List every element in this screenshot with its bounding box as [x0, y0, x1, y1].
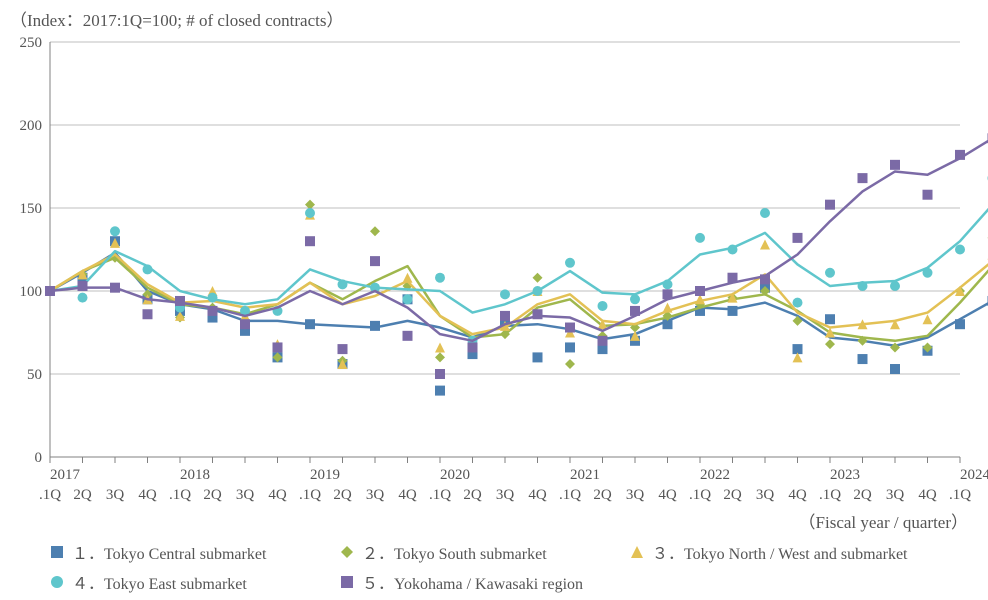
legend-item-s1: １．Tokyo Central submarket — [50, 540, 310, 564]
legend-item-s5: ５．Yokohama / Kawasaki region — [340, 570, 600, 594]
svg-text:4Q: 4Q — [918, 487, 937, 503]
svg-text:4Q: 4Q — [658, 487, 677, 503]
legend-item-s4: ４．Tokyo East submarket — [50, 570, 310, 594]
svg-text:2022: 2022 — [700, 467, 730, 483]
svg-text:0: 0 — [35, 450, 43, 466]
chart-container: （Index：2017:1Q=100; # of closed contract… — [0, 0, 988, 594]
svg-text:3Q: 3Q — [236, 487, 255, 503]
line-chart: 0 50 100 150 200 250 2017 .1Q 2Q 3Q 4Q 2018 .1Q 2Q 3Q 4… — [0, 0, 988, 594]
series-s3 — [45, 210, 988, 369]
svg-text:.1Q: .1Q — [39, 487, 61, 503]
svg-text:3Q: 3Q — [496, 487, 515, 503]
legend-label: １．Tokyo Central submarket — [72, 540, 266, 564]
triangle-icon — [630, 545, 644, 559]
svg-text:2Q: 2Q — [73, 487, 92, 503]
svg-text:2Q: 2Q — [333, 487, 352, 503]
svg-text:2018: 2018 — [180, 467, 210, 483]
series-s5 — [45, 133, 988, 379]
svg-text:3Q: 3Q — [366, 487, 385, 503]
svg-text:2024: 2024 — [960, 467, 988, 483]
svg-text:2Q: 2Q — [463, 487, 482, 503]
svg-text:2019: 2019 — [310, 467, 340, 483]
x-axis-title: （Fiscal year / quarter） — [799, 508, 968, 533]
svg-text:4Q: 4Q — [138, 487, 157, 503]
svg-text:.1Q: .1Q — [689, 487, 711, 503]
svg-text:2020: 2020 — [440, 467, 470, 483]
svg-text:2017: 2017 — [50, 467, 81, 483]
svg-text:.1Q: .1Q — [299, 487, 321, 503]
svg-text:150: 150 — [20, 201, 43, 217]
y-axis-title: （Index：2017:1Q=100; # of closed contract… — [10, 6, 343, 31]
legend-item-s3: ３．Tokyo North / West and submarket — [630, 540, 908, 564]
svg-text:4Q: 4Q — [398, 487, 417, 503]
svg-text:100: 100 — [20, 284, 43, 300]
svg-text:2023: 2023 — [830, 467, 860, 483]
svg-text:2021: 2021 — [570, 467, 600, 483]
diamond-icon — [340, 545, 354, 559]
svg-text:50: 50 — [27, 367, 42, 383]
svg-text:250: 250 — [20, 35, 43, 51]
svg-text:3Q: 3Q — [886, 487, 905, 503]
svg-text:.1Q: .1Q — [819, 487, 841, 503]
legend-label: ４．Tokyo East submarket — [72, 570, 247, 594]
square-icon — [50, 545, 64, 559]
svg-text:3Q: 3Q — [756, 487, 775, 503]
svg-text:4Q: 4Q — [528, 487, 547, 503]
svg-text:.1Q: .1Q — [559, 487, 581, 503]
svg-text:200: 200 — [20, 118, 43, 134]
svg-text:2Q: 2Q — [593, 487, 612, 503]
svg-text:4Q: 4Q — [268, 487, 287, 503]
legend-label: ３．Tokyo North / West and submarket — [652, 540, 908, 564]
svg-text:.1Q: .1Q — [949, 487, 971, 503]
svg-text:2Q: 2Q — [203, 487, 222, 503]
svg-text:4Q: 4Q — [788, 487, 807, 503]
legend: １．Tokyo Central submarket ２．Tokyo South s… — [50, 540, 950, 600]
legend-label: ５．Yokohama / Kawasaki region — [362, 570, 583, 594]
legend-item-s2: ２．Tokyo South submarket — [340, 540, 600, 564]
circle-icon — [50, 575, 64, 589]
svg-text:2Q: 2Q — [853, 487, 872, 503]
legend-label: ２．Tokyo South submarket — [362, 540, 547, 564]
svg-text:2Q: 2Q — [723, 487, 742, 503]
square-icon — [340, 575, 354, 589]
series-s1 — [45, 236, 988, 395]
svg-text:3Q: 3Q — [626, 487, 645, 503]
svg-text:3Q: 3Q — [106, 487, 125, 503]
svg-text:.1Q: .1Q — [429, 487, 451, 503]
svg-text:.1Q: .1Q — [169, 487, 191, 503]
